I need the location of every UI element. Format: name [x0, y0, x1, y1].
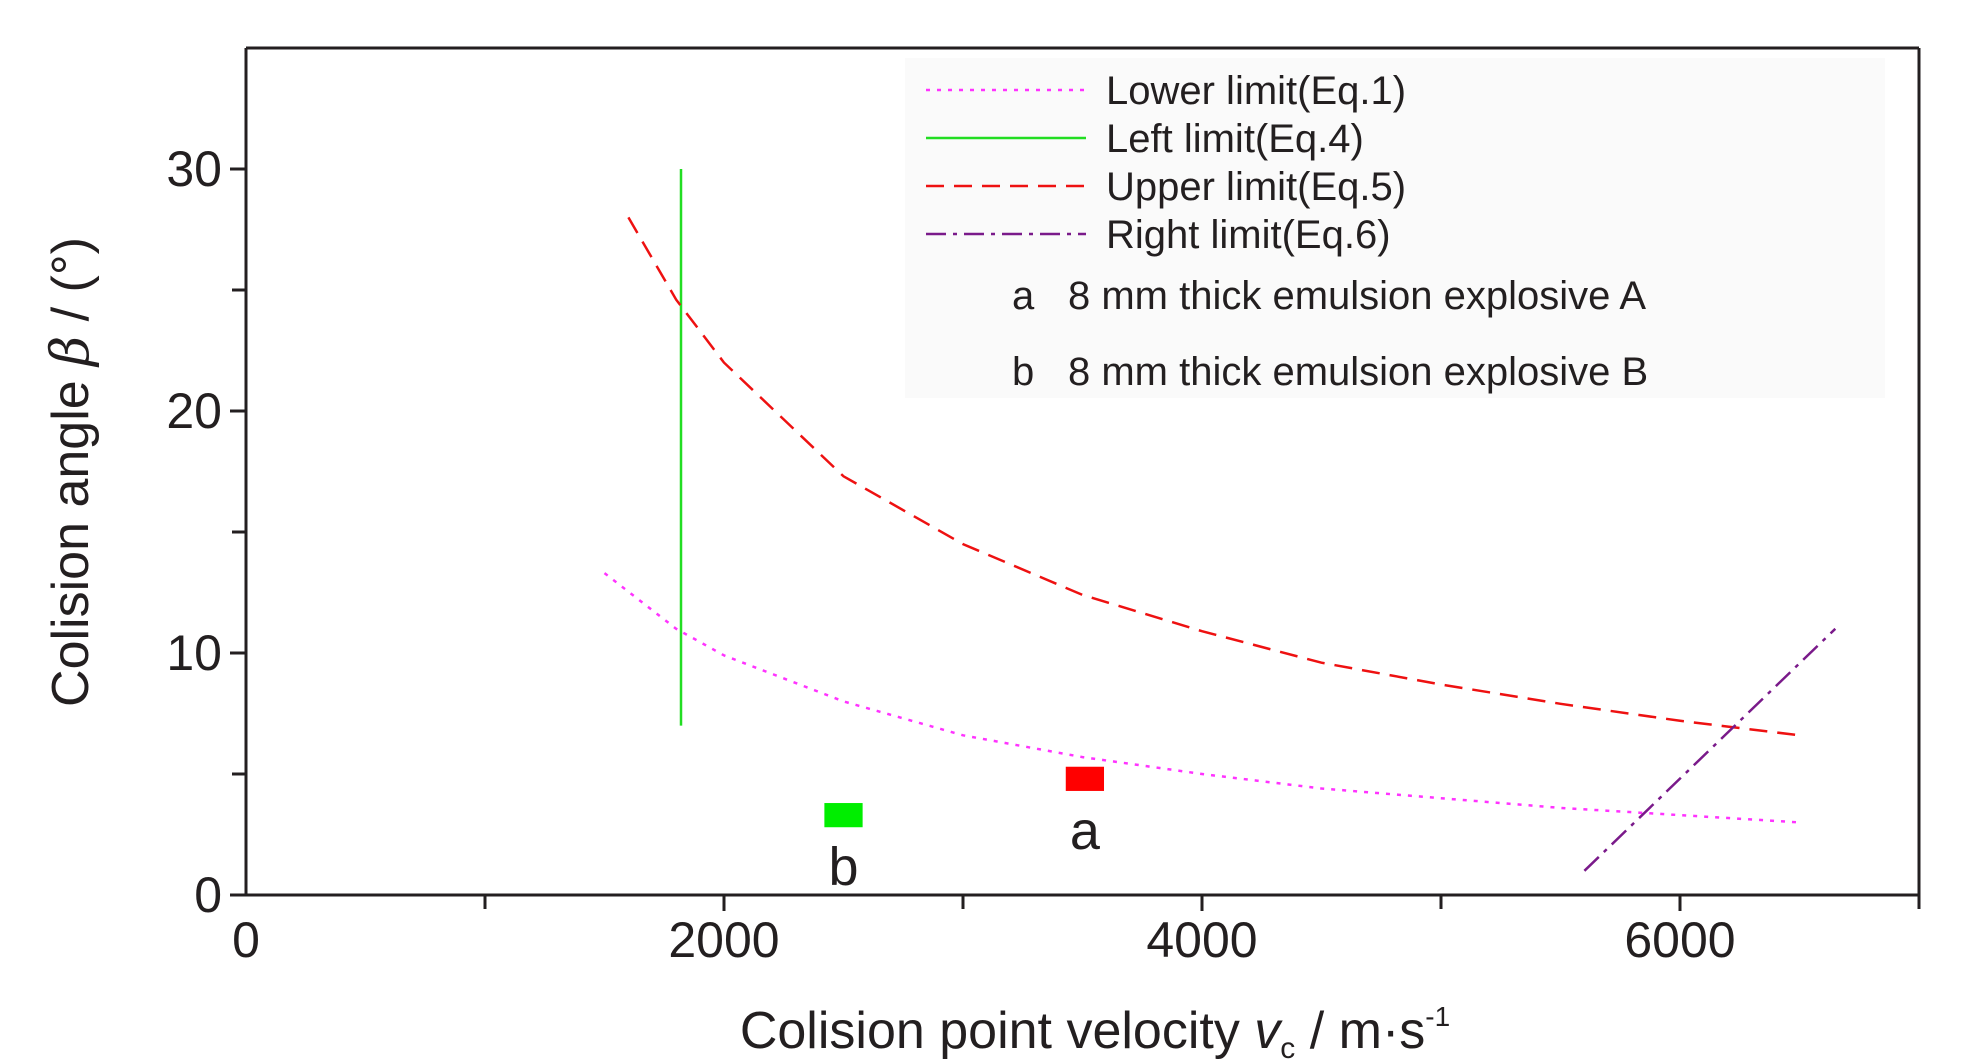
legend-label: Lower limit(Eq.1) — [1106, 69, 1406, 113]
legend-marker-label: 8 mm thick emulsion explosive A — [1068, 274, 1646, 318]
legend-label: Left limit(Eq.4) — [1106, 117, 1364, 161]
axis-tick-labels: 0 2000 4000 6000 0 10 20 30 — [166, 141, 1735, 968]
legend-marker-key: a — [1012, 274, 1035, 318]
legend: Lower limit(Eq.1)Left limit(Eq.4)Upper l… — [926, 69, 1648, 394]
series-layer — [603, 169, 1837, 872]
axis-ticks — [230, 167, 1921, 911]
marker-label-b: b — [828, 837, 858, 897]
x-tick-label: 6000 — [1624, 912, 1735, 968]
legend-box — [905, 58, 1885, 398]
marker-layer: ab — [824, 766, 1105, 897]
legend-label: Right limit(Eq.6) — [1106, 213, 1391, 257]
marker-label-a: a — [1070, 801, 1101, 861]
legend-marker-key: b — [1012, 350, 1034, 394]
legend-label: Upper limit(Eq.5) — [1106, 165, 1406, 209]
x-tick-label: 2000 — [668, 912, 779, 968]
y-tick-label: 10 — [166, 625, 222, 681]
x-tick-label: 4000 — [1146, 912, 1257, 968]
x-tick-label: 0 — [232, 912, 260, 968]
y-tick-label: 30 — [166, 141, 222, 197]
marker-b — [824, 803, 863, 828]
legend-marker-label: 8 mm thick emulsion explosive B — [1068, 350, 1648, 394]
y-axis-title: Colision angle β / (°) — [41, 237, 101, 707]
y-tick-label: 0 — [194, 867, 222, 923]
y-tick-label: 20 — [166, 383, 222, 439]
marker-a — [1065, 766, 1105, 791]
x-axis-title: Colision point velocity vc / m·s-1 — [740, 1001, 1450, 1063]
